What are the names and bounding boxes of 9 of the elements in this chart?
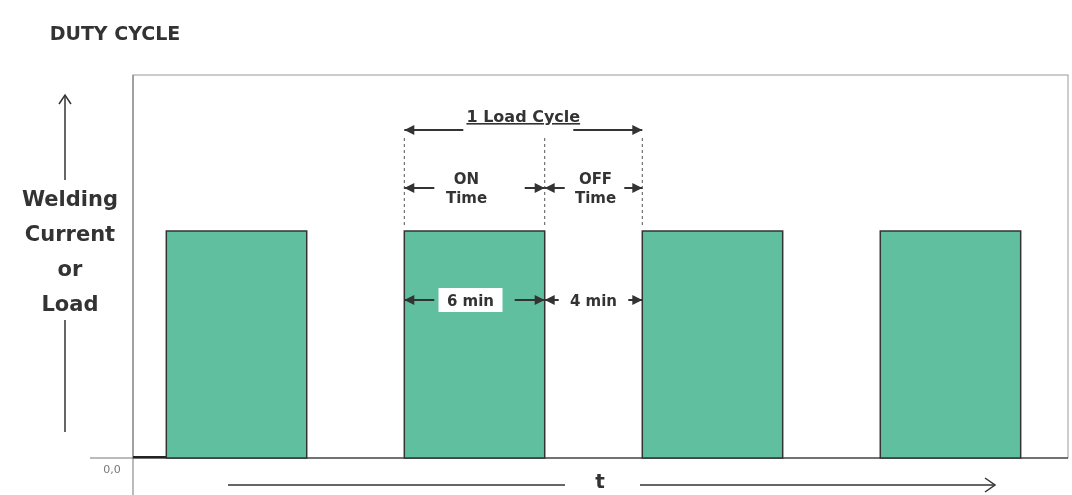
text: ON Time xyxy=(445,170,488,207)
chart-title: DUTY CYCLE xyxy=(49,22,181,44)
text: 1 Load Cycle xyxy=(466,107,581,126)
text: OFF Time xyxy=(574,170,617,207)
x-axis-title: t xyxy=(595,469,606,493)
annotation: 6 min xyxy=(446,292,495,310)
y-axis-title: Welding Current or Load xyxy=(21,187,119,316)
text: 0,0 xyxy=(103,463,121,476)
annotation: 4 min xyxy=(569,292,618,310)
